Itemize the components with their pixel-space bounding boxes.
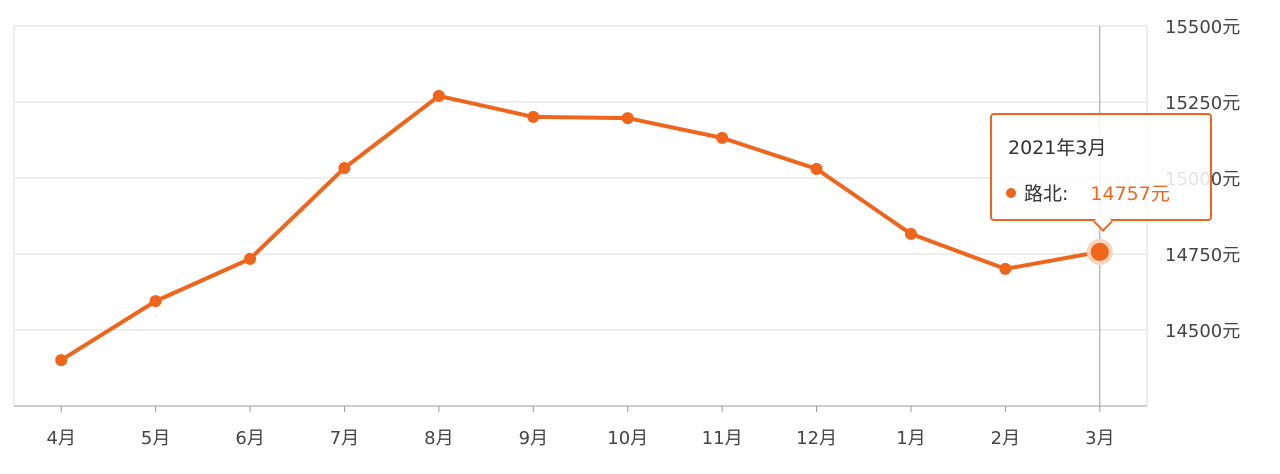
data-point (999, 262, 1012, 275)
data-point (904, 227, 917, 240)
x-tick-label: 1月 (896, 428, 925, 449)
x-tick-label: 8月 (424, 428, 453, 449)
data-point (527, 110, 540, 123)
tooltip-title: 2021年3月 (1008, 137, 1107, 159)
y-tick-label: 15250元 (1165, 93, 1240, 114)
data-point (1090, 242, 1109, 261)
x-tick-label: 9月 (519, 428, 548, 449)
y-tick-label: 15500元 (1165, 17, 1240, 38)
data-point (149, 295, 162, 308)
x-tick-label: 4月 (46, 428, 75, 449)
data-point (432, 89, 445, 102)
x-tick-label: 2月 (991, 428, 1020, 449)
tooltip-value: 14757元 (1090, 183, 1170, 205)
x-tick-label: 6月 (235, 428, 264, 449)
x-tick-label: 11月 (702, 428, 743, 449)
x-tick-label: 7月 (330, 428, 359, 449)
data-point (244, 252, 257, 265)
data-point (716, 131, 729, 144)
tooltip-series: 路北: (1024, 183, 1069, 205)
x-tick-label: 5月 (141, 428, 170, 449)
y-tick-label: 14500元 (1165, 321, 1240, 342)
series-dot-icon (1006, 187, 1016, 198)
x-tick-label: 10月 (607, 428, 648, 449)
x-tick-label: 12月 (796, 428, 837, 449)
y-tick-label: 14750元 (1165, 245, 1240, 266)
tooltip-row: 路北: 14757元 (1006, 179, 1170, 206)
data-point (55, 354, 68, 367)
series-line (60, 93, 1101, 362)
tooltip: 2021年3月 路北: 14757元 (990, 113, 1212, 232)
data-point (338, 161, 351, 174)
data-point (621, 112, 634, 125)
x-tick-label: 3月 (1085, 428, 1114, 449)
data-point (810, 162, 823, 175)
